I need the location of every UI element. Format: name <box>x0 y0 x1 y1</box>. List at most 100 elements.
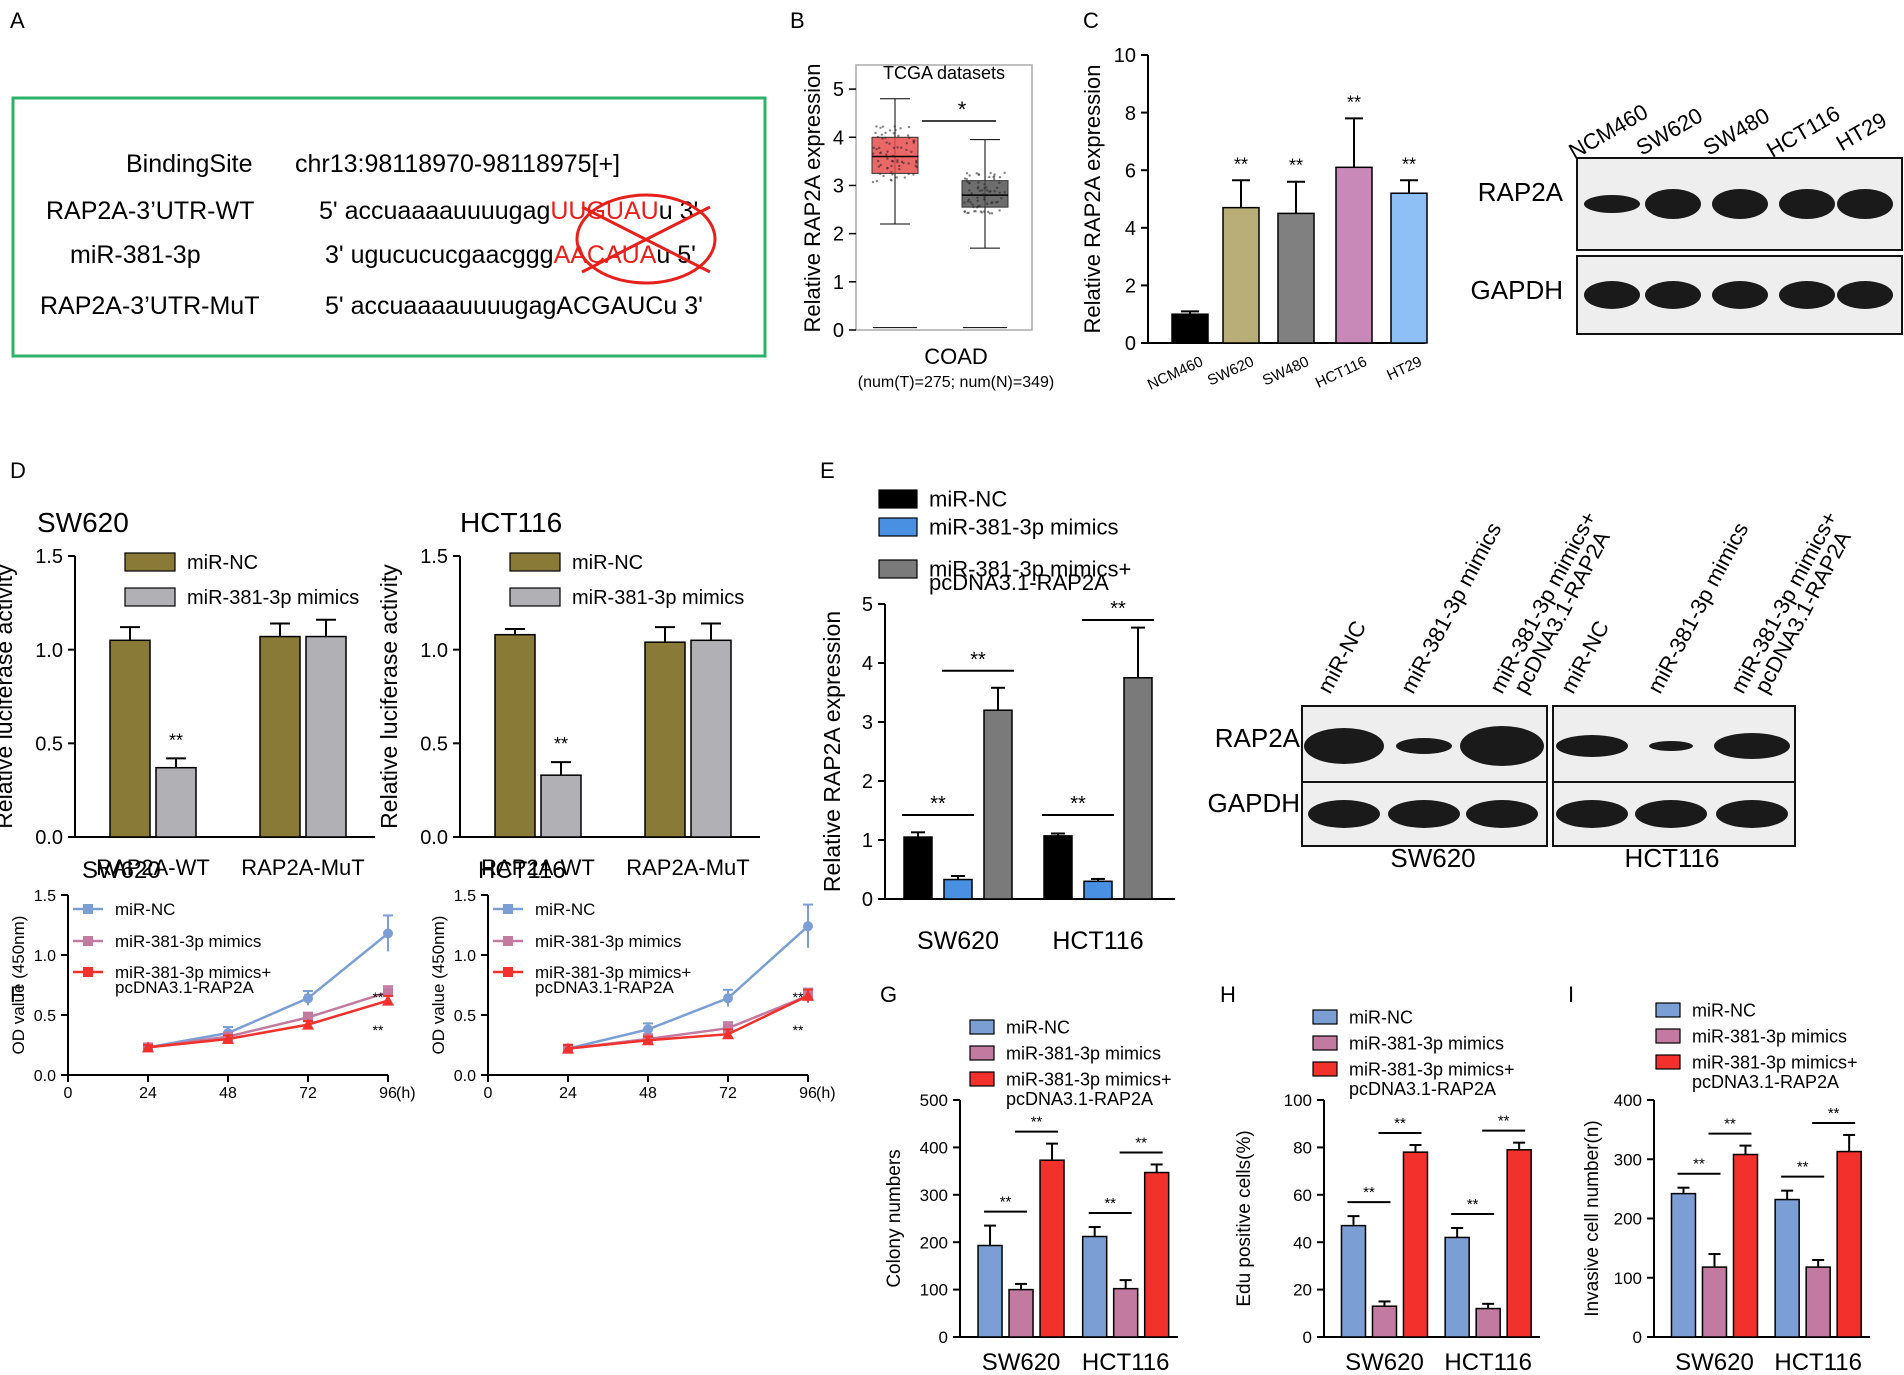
jitter-point <box>876 135 880 139</box>
legend-mir-nc-marker <box>503 904 513 914</box>
y-tick-label: 0.5 <box>34 1008 56 1025</box>
y-tick-label: 0 <box>1303 1328 1312 1347</box>
y-axis-label: Relative RAP2A expression <box>819 611 845 892</box>
bar-sw620 <box>1222 206 1260 344</box>
sequence-text: 3' ugucucucgaacgggAACAUAu 5' <box>325 241 696 269</box>
bar-mir-381-3p-mimics-pcdna3-1-rap2a <box>1143 1171 1170 1338</box>
bar-mir-nc <box>109 639 151 838</box>
legend-mimics-swatch <box>1655 1028 1681 1044</box>
jitter-point <box>888 142 891 145</box>
jitter-point <box>967 182 971 185</box>
panel-label-g: G <box>880 982 897 1007</box>
jitter-point <box>990 212 994 215</box>
blot-band <box>1837 189 1893 219</box>
y-tick-label: 100 <box>920 1281 948 1300</box>
sequence-text: 5' accuaaaauuuugagUUGUAUu 3' <box>319 197 698 225</box>
y-tick-label: 0 <box>1633 1328 1642 1347</box>
jitter-point <box>963 177 967 180</box>
legend-rescue-label-2: pcDNA3.1-RAP2A <box>1006 1089 1153 1109</box>
legend-mir-nc-swatch <box>878 489 918 509</box>
legend-rescue-swatch <box>969 1071 995 1087</box>
bar-mir-nc <box>1081 1235 1108 1338</box>
panel-d2-axes: 0.0 0.5 1.0 1.5 Relative luciferase activity <box>376 546 760 849</box>
jitter-point <box>888 129 892 132</box>
jitter-point <box>983 195 986 198</box>
x-category-label: SW620 <box>1345 1349 1424 1375</box>
x-category-label: RAP2A-MuT <box>626 855 749 880</box>
x-tick-label: 0 <box>484 1085 493 1102</box>
legend-rescue-label: miR-381-3p mimics+ <box>929 557 1131 582</box>
legend-mir-nc-label: miR-NC <box>187 552 258 574</box>
jitter-point <box>969 201 972 204</box>
data-point <box>383 987 393 998</box>
jitter-point <box>1003 191 1006 194</box>
panel-label-d: D <box>10 458 26 483</box>
jitter-point <box>886 166 889 170</box>
blot-band <box>1716 800 1788 828</box>
jitter-point <box>879 163 882 167</box>
x-category-label: SW620 <box>1205 353 1257 389</box>
jitter-point <box>1003 171 1006 175</box>
bar-mir-nc <box>1670 1192 1697 1338</box>
jitter-point <box>912 173 915 176</box>
data-point <box>383 928 393 939</box>
y-tick-label: 0.5 <box>420 734 448 756</box>
blot-band <box>1645 189 1701 219</box>
bar-mir-nc <box>494 633 536 838</box>
panel-e-axes: 0 1 2 3 4 5 Relative RAP2A expression <box>819 594 1175 911</box>
jitter-point <box>973 210 976 213</box>
y-tick-label: 0 <box>833 320 844 342</box>
legend-rescue-swatch <box>878 559 918 579</box>
bar-mir-nc <box>903 836 933 900</box>
jitter-point <box>875 179 879 183</box>
jitter-point <box>981 193 985 196</box>
significance-label: ** <box>1828 1105 1840 1122</box>
bar-mir-381-3p-mimics <box>1112 1287 1139 1338</box>
jitter-point <box>886 150 889 153</box>
jitter-point <box>963 210 966 213</box>
y-tick-label: 1 <box>833 272 844 294</box>
jitter-point <box>988 175 991 179</box>
significance-label: * <box>958 97 967 122</box>
chart-title: TCGA datasets <box>883 63 1005 83</box>
jitter-point <box>872 146 875 150</box>
significance-label: ** <box>1347 92 1361 112</box>
x-tick-label: 24 <box>559 1085 577 1102</box>
legend-rescue-swatch <box>1655 1054 1681 1070</box>
blot-band <box>1388 800 1460 828</box>
legend-mir-nc-swatch <box>124 552 176 572</box>
chart-title: HCT116 <box>478 857 566 884</box>
jitter-point <box>891 154 895 158</box>
legend-mimics-swatch <box>509 587 561 607</box>
jitter-point <box>995 186 999 189</box>
legend-rescue-label-2: pcDNA3.1-RAP2A <box>929 570 1109 595</box>
data-point <box>642 1034 654 1046</box>
legend-mir-nc-label: miR-NC <box>1349 1007 1413 1027</box>
bar-mir-381-3p-mimics <box>540 774 582 838</box>
y-tick-label: 8 <box>1125 103 1136 125</box>
jitter-point <box>907 136 911 140</box>
blot-band <box>1584 281 1640 309</box>
significance-label: ** <box>169 730 183 750</box>
x-tick-label: 96 <box>379 1085 397 1102</box>
jitter-point <box>892 132 895 135</box>
jitter-point <box>998 176 1002 179</box>
series-line-2 <box>147 999 389 1049</box>
jitter-point <box>905 148 908 152</box>
bar-mir-381-3p-mimics <box>155 766 197 838</box>
y-tick-label: 80 <box>1293 1139 1312 1158</box>
jitter-point <box>881 137 884 140</box>
y-axis-label: Colony numbers <box>884 1149 905 1287</box>
jitter-point <box>907 162 910 165</box>
blot-row-label: GAPDH <box>1208 788 1300 818</box>
y-tick-label: 0 <box>1125 333 1136 355</box>
panel-label-e: E <box>820 458 835 483</box>
bar-mir-381-3p-mimics <box>1701 1266 1728 1338</box>
blot-band <box>1714 733 1790 759</box>
x-category-label: SW480 <box>1260 353 1312 389</box>
y-axis-label: OD value (450nm) <box>9 916 28 1055</box>
y-tick-label: 4 <box>833 127 844 149</box>
bar-mir-381-3p-mimics-pcdna3-1-rap2a <box>1506 1149 1532 1338</box>
jitter-point <box>914 159 918 163</box>
x-category-label: SW620 <box>1675 1349 1754 1375</box>
